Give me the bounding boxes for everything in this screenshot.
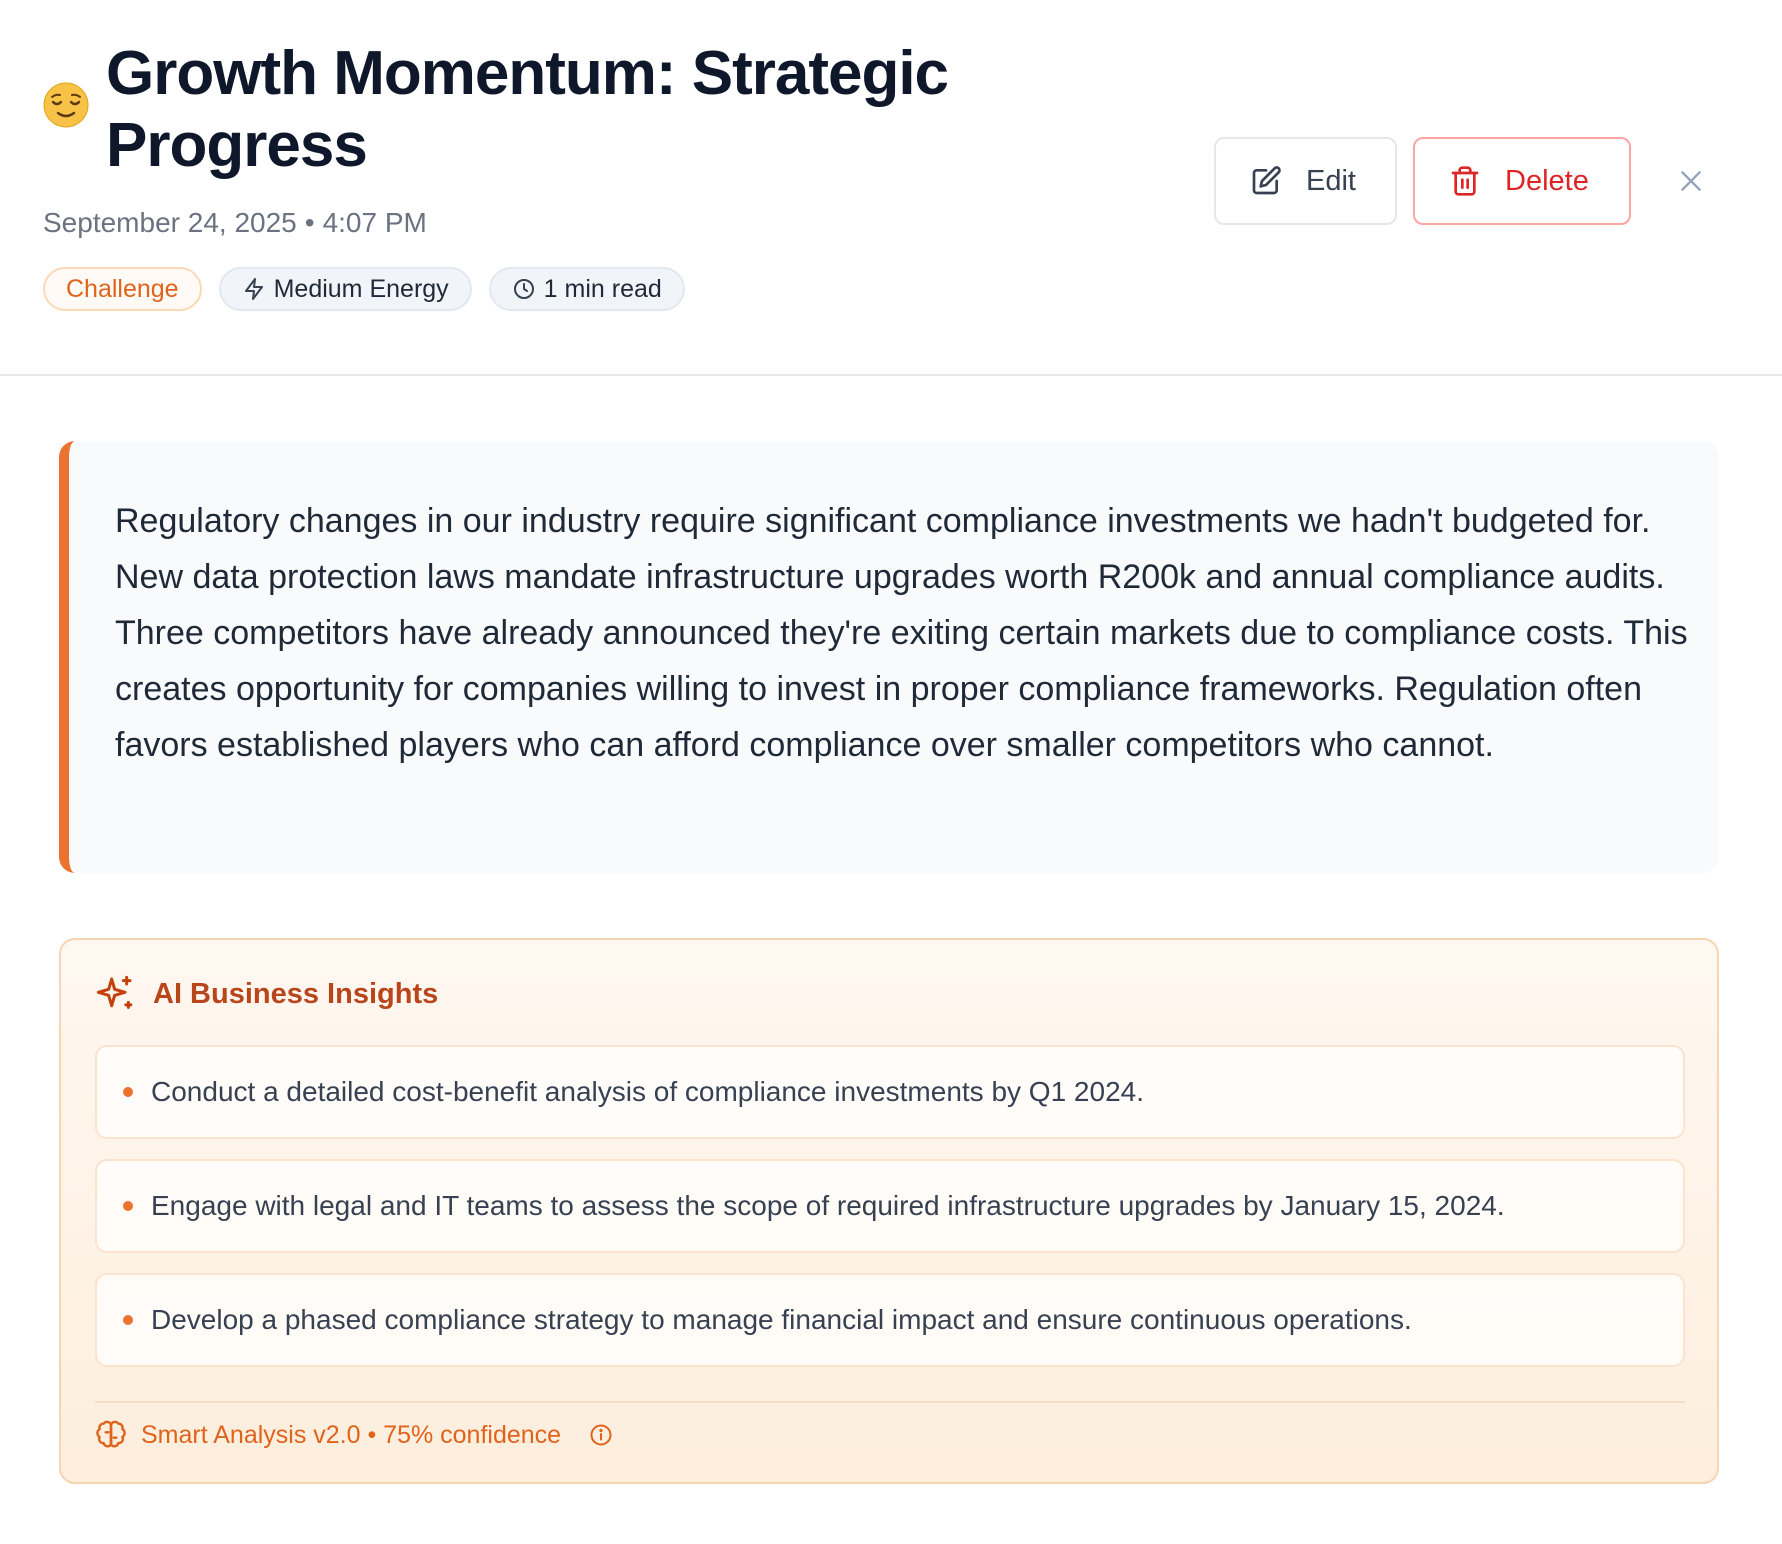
clock-icon [513, 279, 534, 299]
ai-insights-panel: AI Business Insights Conduct a detailed … [59, 938, 1719, 1484]
insights-header: AI Business Insights [95, 974, 438, 1014]
sparkles-icon [96, 975, 133, 1009]
insight-text: Conduct a detailed cost-benefit analysis… [151, 1076, 1145, 1107]
bullet-dot [123, 1087, 133, 1097]
info-icon[interactable] [589, 1423, 613, 1447]
entry-content-card: Regulatory changes in our industry requi… [59, 441, 1719, 873]
brain-icon [96, 1420, 126, 1448]
insight-item: Develop a phased compliance strategy to … [95, 1273, 1685, 1367]
delete-button-label: Delete [1505, 164, 1589, 197]
entry-datetime: September 24, 2025 • 4:07 PM [43, 206, 427, 240]
insights-divider [95, 1401, 1685, 1403]
entry-tags: Challenge Medium Energy 1 min read [43, 267, 685, 311]
entry-time: 4:07 PM [322, 207, 427, 238]
energy-tag: Medium Energy [218, 267, 472, 311]
read-time-label: 1 min read [543, 275, 662, 303]
entry-date: September 24, 2025 [43, 207, 297, 238]
edit-button[interactable]: Edit [1214, 137, 1397, 225]
edit-button-label: Edit [1306, 164, 1356, 197]
meta-separator: • [304, 207, 315, 238]
read-time-tag: 1 min read [488, 267, 685, 311]
insights-footer-text: Smart Analysis v2.0 • 75% confidence [141, 1420, 562, 1449]
trash-icon [1451, 166, 1479, 196]
entry-content: Regulatory changes in our industry requi… [115, 502, 1688, 764]
category-tag-label: Challenge [66, 275, 179, 303]
entry-header: Growth Momentum: Strategic Progress Sept… [0, 0, 1782, 376]
insight-item: Engage with legal and IT teams to assess… [95, 1159, 1685, 1253]
insights-footer: Smart Analysis v2.0 • 75% confidence [95, 1419, 613, 1451]
bullet-dot [123, 1201, 133, 1211]
insight-text: Develop a phased compliance strategy to … [151, 1304, 1412, 1335]
edit-icon [1252, 166, 1281, 195]
lightning-icon [244, 278, 263, 300]
close-icon [1681, 171, 1701, 191]
close-button[interactable] [1670, 160, 1712, 202]
category-tag: Challenge [43, 267, 202, 311]
relieved-face-icon [43, 82, 89, 128]
entry-title: Growth Momentum: Strategic Progress [106, 39, 949, 180]
insights-title: AI Business Insights [153, 977, 439, 1010]
insight-item: Conduct a detailed cost-benefit analysis… [95, 1045, 1685, 1139]
delete-button[interactable]: Delete [1413, 137, 1631, 225]
bullet-dot [123, 1315, 133, 1325]
energy-tag-label: Medium Energy [273, 275, 449, 303]
insight-text: Engage with legal and IT teams to assess… [151, 1190, 1505, 1221]
